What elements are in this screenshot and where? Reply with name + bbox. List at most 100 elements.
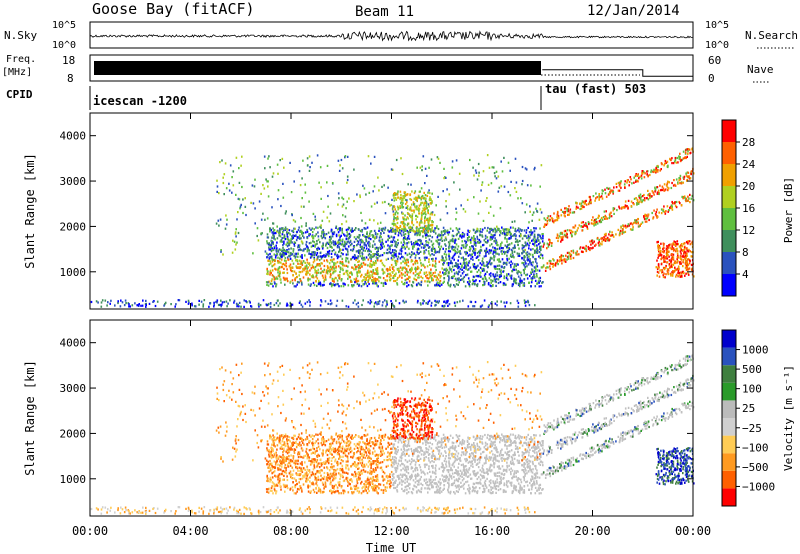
power-cell [399,205,401,208]
power-cell [688,177,691,180]
power-cell [533,275,536,279]
power-cell [419,226,422,229]
power-cell [439,284,441,288]
power-cell [627,207,629,210]
station-title: Goose Bay (fitACF) [92,0,255,18]
velocity-cell [534,511,536,514]
power-cell [686,261,688,264]
power-cell [300,280,302,283]
velocity-cell [462,506,464,509]
power-cell [517,301,520,305]
power-cell [478,254,481,257]
power-cell [399,249,402,252]
power-cell [350,229,353,232]
power-cell [264,218,266,221]
power-cell [420,303,422,306]
power-cell [470,257,472,260]
power-cell [334,251,337,254]
power-cell [621,232,624,235]
power-cell [594,222,597,225]
velocity-cell [329,510,332,513]
power-cell [295,259,297,262]
power-cell [415,214,417,217]
power-cell [407,265,410,268]
power-cell [305,270,308,273]
power-cell [453,284,455,287]
power-cell [279,302,281,305]
power-cell [464,251,466,254]
power-cell [499,275,501,278]
power-cell [389,266,391,269]
power-cell [310,275,313,278]
power-cell [646,217,649,220]
power-cell [639,200,641,203]
power-cell [296,283,298,286]
power-cell [518,282,520,285]
power-cell [401,280,403,283]
power-cell [401,273,403,276]
power-cell [445,272,447,275]
velocity-cell [494,509,497,512]
power-cell [344,215,347,218]
power-cell [581,205,584,209]
power-cell [615,233,617,236]
power-cell [462,256,464,259]
power-cell [664,266,667,269]
power-cell [537,236,539,239]
power-cell [522,249,524,252]
power-cell [451,257,454,260]
power-cell [202,305,204,308]
power-cell [479,200,481,203]
power-cell [664,188,667,191]
power-cell [679,261,682,264]
velocity-cell [336,506,339,509]
power-cell [373,272,375,275]
power-cell [393,194,396,197]
power-cell [504,228,506,231]
power-cell [451,234,454,237]
power-cell [393,230,396,233]
power-cell [492,166,495,169]
power-cell [304,261,306,264]
power-cell [458,255,460,258]
power-cell [293,270,296,273]
power-cell [587,222,590,226]
colorbar-swatch [722,274,736,296]
power-cell [523,258,525,261]
power-cell [375,253,378,256]
power-cell [681,195,683,198]
power-cell [426,234,428,237]
power-cell [281,256,283,259]
power-cell [243,299,246,302]
power-cell [284,226,287,229]
power-cell [673,160,676,163]
power-cell [432,278,434,281]
power-cell [291,241,293,244]
power-cell [351,284,353,287]
power-cell [446,212,449,215]
power-cell [419,271,422,274]
power-cell [321,262,323,265]
power-cell [617,189,620,192]
power-cell [324,276,327,279]
power-cell [271,236,274,239]
power-cell [658,266,660,269]
power-cell [286,256,289,259]
power-cell [462,277,465,280]
power-cell [438,243,440,246]
power-cell [363,243,366,246]
power-cell [441,304,444,308]
power-cell [377,246,379,250]
power-cell [626,225,629,228]
power-cell [609,215,611,218]
power-cell [439,279,442,283]
power-cell [344,240,346,243]
power-cell [461,235,464,238]
power-cell [306,248,309,251]
power-cell [341,278,343,281]
power-cell [440,234,442,237]
power-cell [340,285,342,288]
power-cell [372,253,374,256]
power-cell [353,240,356,243]
power-cell [554,264,557,267]
